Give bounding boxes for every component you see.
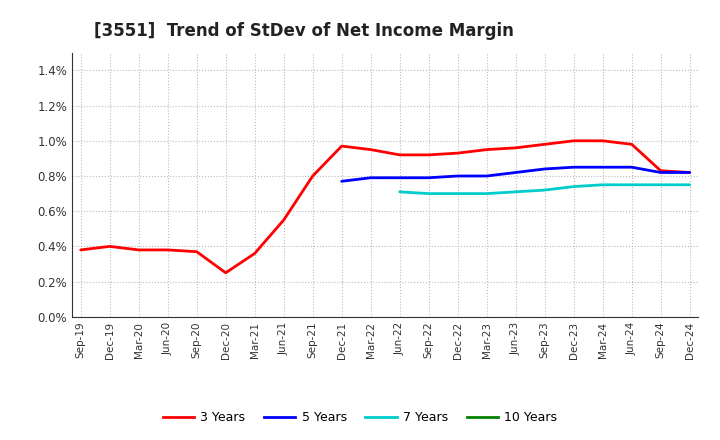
5 Years — [366, 175, 375, 180]
3 Years — [657, 168, 665, 173]
3 Years — [395, 152, 404, 158]
3 Years — [338, 143, 346, 149]
7 Years — [598, 182, 607, 187]
3 Years — [105, 244, 114, 249]
3 Years — [454, 150, 462, 156]
3 Years — [221, 270, 230, 275]
5 Years — [482, 173, 491, 179]
3 Years — [163, 247, 172, 253]
Legend: 3 Years, 5 Years, 7 Years, 10 Years: 3 Years, 5 Years, 7 Years, 10 Years — [158, 407, 562, 429]
3 Years — [251, 251, 259, 256]
3 Years — [511, 145, 520, 150]
5 Years — [338, 179, 346, 184]
3 Years — [627, 142, 636, 147]
Line: 3 Years: 3 Years — [81, 141, 690, 273]
Line: 5 Years: 5 Years — [342, 167, 690, 181]
Line: 7 Years: 7 Years — [400, 185, 690, 194]
3 Years — [570, 138, 578, 143]
7 Years — [570, 184, 578, 189]
3 Years — [308, 173, 317, 179]
5 Years — [541, 166, 549, 172]
3 Years — [541, 142, 549, 147]
3 Years — [192, 249, 201, 254]
7 Years — [482, 191, 491, 196]
5 Years — [395, 175, 404, 180]
5 Years — [570, 165, 578, 170]
3 Years — [482, 147, 491, 152]
7 Years — [454, 191, 462, 196]
5 Years — [627, 165, 636, 170]
7 Years — [424, 191, 433, 196]
7 Years — [395, 189, 404, 194]
7 Years — [657, 182, 665, 187]
5 Years — [685, 170, 694, 175]
3 Years — [135, 247, 143, 253]
3 Years — [76, 247, 85, 253]
7 Years — [685, 182, 694, 187]
3 Years — [685, 170, 694, 175]
5 Years — [657, 170, 665, 175]
3 Years — [279, 217, 288, 223]
5 Years — [454, 173, 462, 179]
3 Years — [366, 147, 375, 152]
Text: [3551]  Trend of StDev of Net Income Margin: [3551] Trend of StDev of Net Income Marg… — [94, 22, 513, 40]
7 Years — [541, 187, 549, 193]
7 Years — [627, 182, 636, 187]
5 Years — [598, 165, 607, 170]
3 Years — [424, 152, 433, 158]
5 Years — [511, 170, 520, 175]
3 Years — [598, 138, 607, 143]
7 Years — [511, 189, 520, 194]
5 Years — [424, 175, 433, 180]
